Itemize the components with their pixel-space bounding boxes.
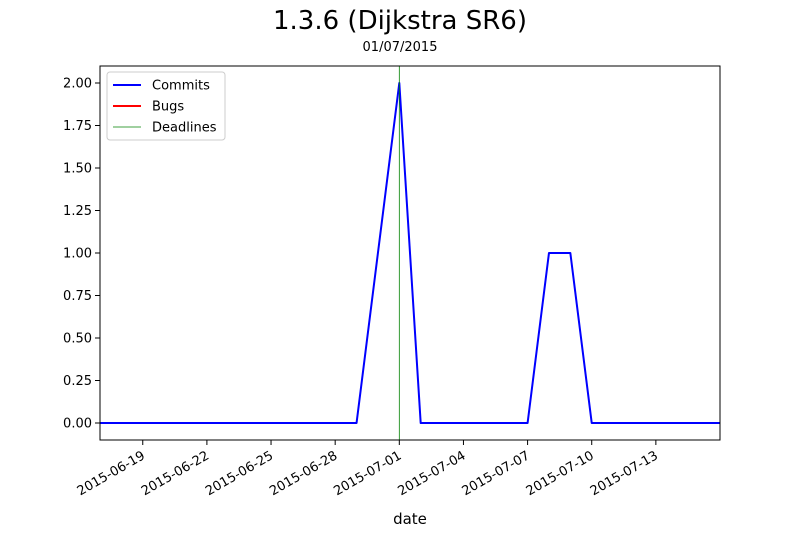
y-tick-label: 1.50 xyxy=(63,162,92,177)
y-tick-label: 2.00 xyxy=(63,77,92,92)
y-tick-label: 1.75 xyxy=(63,119,92,134)
y-tick-label: 0.00 xyxy=(63,417,92,432)
x-tick-label: 2015-06-25 xyxy=(203,448,276,499)
y-tick-label: 1.25 xyxy=(63,204,92,219)
chart-subtitle: 01/07/2015 xyxy=(362,40,438,55)
x-tick-label: 2015-06-22 xyxy=(139,448,212,499)
legend-box xyxy=(106,71,226,141)
x-tick-label: 2015-06-28 xyxy=(267,448,340,499)
legend-label-commits: Commits xyxy=(152,79,210,94)
y-tick-label: 0.25 xyxy=(63,374,92,389)
legend-label-deadlines: Deadlines xyxy=(152,121,217,136)
y-tick-label: 0.75 xyxy=(63,289,92,304)
chart-title: 1.3.6 (Dijkstra SR6) xyxy=(273,6,527,36)
x-tick-label: 2015-07-04 xyxy=(396,448,469,499)
legend: Commits Bugs Deadlines xyxy=(106,71,226,141)
x-axis-label: date xyxy=(393,510,427,528)
x-tick-label: 2015-07-13 xyxy=(588,448,661,499)
x-tick-label: 2015-07-01 xyxy=(331,448,404,499)
series-line-commits xyxy=(100,82,720,424)
x-tick-label: 2015-06-19 xyxy=(75,448,148,499)
x-tick-label: 2015-07-10 xyxy=(524,448,597,499)
y-tick-label: 1.00 xyxy=(63,247,92,262)
x-tick-label: 2015-07-07 xyxy=(460,448,533,499)
y-tick-label: 0.50 xyxy=(63,332,92,347)
legend-label-bugs: Bugs xyxy=(152,100,184,115)
plot-area xyxy=(100,66,720,440)
